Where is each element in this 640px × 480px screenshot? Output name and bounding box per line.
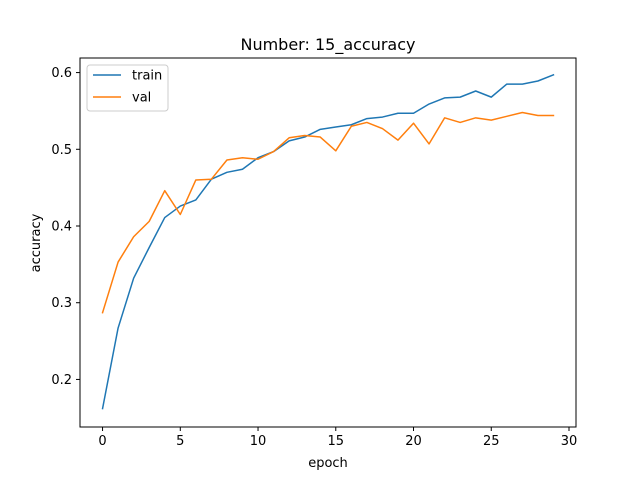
x-tick-label: 5	[176, 434, 184, 449]
x-tick-label: 30	[561, 434, 578, 449]
legend: train val	[86, 64, 169, 112]
x-tick-label: 10	[250, 434, 267, 449]
y-axis: 0.2 0.3 0.4 0.5 0.6	[51, 66, 80, 388]
x-axis-label: epoch	[308, 456, 348, 471]
x-tick-label: 0	[98, 434, 106, 449]
y-axis-label: accuracy	[29, 213, 44, 272]
legend-label-val: val	[132, 91, 151, 106]
y-tick-label: 0.6	[51, 66, 72, 81]
plot-area	[101, 73, 555, 410]
series-line-val	[101, 111, 555, 314]
series-line-train	[101, 73, 555, 410]
x-tick-label: 20	[405, 434, 422, 449]
x-axis: 0 5 10 15 20 25 30	[98, 427, 577, 449]
x-tick-label: 25	[483, 434, 500, 449]
chart-title: Number: 15_accuracy	[240, 35, 415, 55]
legend-label-train: train	[132, 69, 162, 84]
y-tick-label: 0.3	[51, 296, 72, 311]
x-tick-label: 15	[328, 434, 345, 449]
y-tick-label: 0.4	[51, 220, 72, 235]
y-tick-label: 0.5	[51, 143, 72, 158]
y-tick-label: 0.2	[51, 373, 72, 388]
legend-box	[86, 64, 169, 112]
axes-frame	[79, 57, 577, 428]
